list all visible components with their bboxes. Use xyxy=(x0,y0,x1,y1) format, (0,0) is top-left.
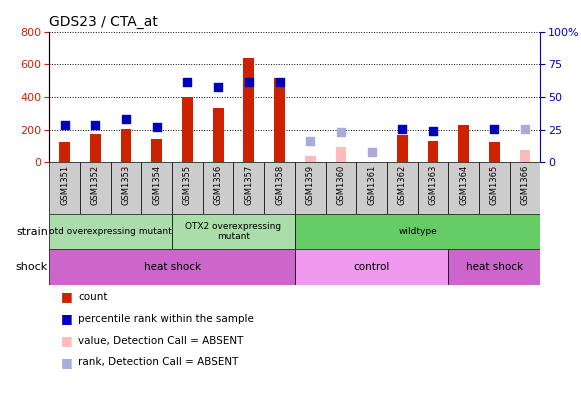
Text: ■: ■ xyxy=(61,334,73,347)
Point xyxy=(91,122,100,128)
Text: GSM1365: GSM1365 xyxy=(490,165,499,205)
Bar xyxy=(172,162,203,214)
Bar xyxy=(335,147,346,162)
Bar xyxy=(510,162,540,214)
Text: value, Detection Call = ABSENT: value, Detection Call = ABSENT xyxy=(78,335,244,346)
Bar xyxy=(141,162,172,214)
Bar xyxy=(121,129,131,162)
Text: rank, Detection Call = ABSENT: rank, Detection Call = ABSENT xyxy=(78,357,239,367)
Bar xyxy=(295,162,325,214)
Point xyxy=(152,124,162,130)
Text: wildtype: wildtype xyxy=(398,227,437,236)
Point xyxy=(397,126,407,132)
Bar xyxy=(489,142,500,162)
Bar xyxy=(203,162,234,214)
Point xyxy=(213,84,223,90)
Bar xyxy=(182,97,193,162)
Point xyxy=(490,126,499,132)
Text: heat shock: heat shock xyxy=(466,262,523,272)
Text: GDS23 / CTA_at: GDS23 / CTA_at xyxy=(49,15,158,29)
Text: GSM1362: GSM1362 xyxy=(398,165,407,205)
Bar xyxy=(428,141,438,162)
Bar xyxy=(243,58,254,162)
Text: GSM1359: GSM1359 xyxy=(306,165,315,205)
Bar xyxy=(387,162,418,214)
Point xyxy=(60,122,69,128)
Bar xyxy=(49,162,80,214)
Text: GSM1357: GSM1357 xyxy=(245,165,253,205)
Point xyxy=(336,129,346,135)
Bar xyxy=(479,162,510,214)
Bar xyxy=(325,162,356,214)
Bar xyxy=(152,139,162,162)
Bar xyxy=(418,162,449,214)
Point xyxy=(244,79,253,86)
Text: GSM1361: GSM1361 xyxy=(367,165,376,205)
Bar xyxy=(49,249,295,285)
Bar xyxy=(80,162,111,214)
Bar xyxy=(234,162,264,214)
Text: GSM1354: GSM1354 xyxy=(152,165,162,205)
Point xyxy=(428,128,437,135)
Text: otd overexpressing mutant: otd overexpressing mutant xyxy=(49,227,172,236)
Bar xyxy=(90,134,101,162)
Text: GSM1363: GSM1363 xyxy=(428,165,437,205)
Bar xyxy=(305,156,315,162)
Point xyxy=(275,79,284,86)
Bar xyxy=(172,214,295,249)
Text: GSM1355: GSM1355 xyxy=(183,165,192,205)
Text: GSM1356: GSM1356 xyxy=(214,165,223,205)
Text: GSM1358: GSM1358 xyxy=(275,165,284,205)
Bar xyxy=(59,142,70,162)
Text: ■: ■ xyxy=(61,356,73,369)
Bar xyxy=(295,249,449,285)
Text: control: control xyxy=(353,262,390,272)
Bar xyxy=(213,109,224,162)
Text: heat shock: heat shock xyxy=(144,262,200,272)
Point xyxy=(367,148,376,155)
Text: GSM1360: GSM1360 xyxy=(336,165,345,205)
Text: GSM1352: GSM1352 xyxy=(91,165,100,205)
Point xyxy=(121,116,131,122)
Text: strain: strain xyxy=(16,227,48,237)
Point xyxy=(306,138,315,144)
Text: ■: ■ xyxy=(61,291,73,303)
Point xyxy=(521,126,530,132)
Bar xyxy=(356,162,387,214)
Text: GSM1353: GSM1353 xyxy=(121,165,131,205)
Text: GSM1351: GSM1351 xyxy=(60,165,69,205)
Bar xyxy=(519,150,530,162)
Point xyxy=(183,79,192,86)
Text: percentile rank within the sample: percentile rank within the sample xyxy=(78,314,254,324)
Text: OTX2 overexpressing
mutant: OTX2 overexpressing mutant xyxy=(185,222,282,241)
Text: GSM1366: GSM1366 xyxy=(521,165,529,205)
Text: count: count xyxy=(78,292,108,302)
Bar xyxy=(49,214,172,249)
Bar xyxy=(264,162,295,214)
Bar xyxy=(295,214,540,249)
Text: shock: shock xyxy=(16,262,48,272)
Text: GSM1364: GSM1364 xyxy=(459,165,468,205)
Bar xyxy=(274,78,285,162)
Text: ■: ■ xyxy=(61,312,73,325)
Bar xyxy=(449,249,540,285)
Bar xyxy=(458,125,469,162)
Bar xyxy=(111,162,141,214)
Bar xyxy=(449,162,479,214)
Bar xyxy=(397,135,408,162)
